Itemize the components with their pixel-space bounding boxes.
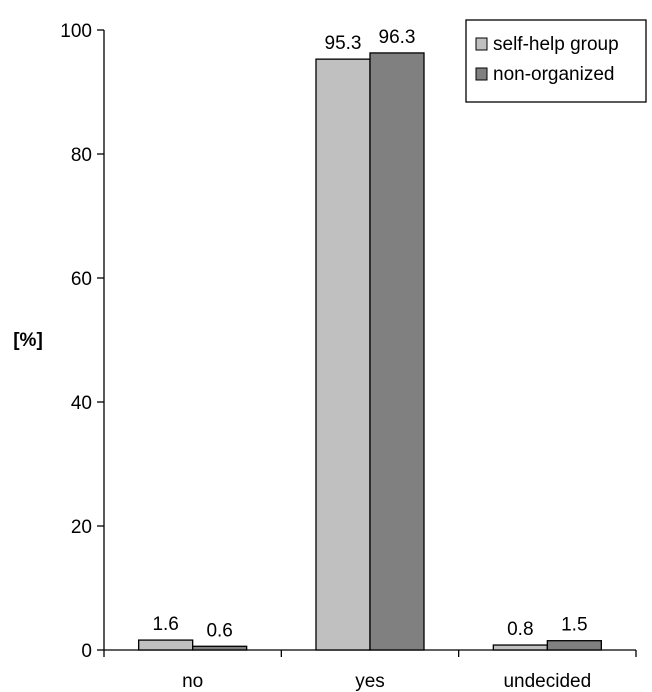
y-tick-label: 60 — [71, 269, 92, 290]
x-category-label: yes — [355, 671, 385, 692]
bar — [369, 52, 425, 651]
bar — [492, 644, 548, 651]
value-labels: 1.6 0.6 95.3 96.3 0.8 1.5 — [152, 27, 587, 641]
y-tick-label: 40 — [71, 393, 92, 414]
bar-value-label: 0.8 — [507, 619, 533, 640]
legend-label: non-organized — [493, 64, 614, 85]
y-axis: 0 20 40 60 80 100 — [60, 21, 105, 662]
bars — [138, 52, 602, 651]
bar-value-label: 0.6 — [206, 620, 232, 641]
bar — [315, 58, 371, 651]
y-axis-label: [%] — [13, 330, 43, 351]
bar — [192, 645, 248, 651]
bar — [138, 639, 194, 651]
y-tick-label: 0 — [81, 641, 92, 662]
legend-swatch — [475, 37, 488, 51]
x-category-label: no — [182, 671, 203, 692]
legend-swatch — [475, 67, 488, 81]
bar-value-label: 95.3 — [325, 33, 362, 54]
y-tick-label: 20 — [71, 517, 92, 538]
x-category-label: undecided — [503, 671, 591, 692]
bar-value-label: 1.6 — [152, 614, 178, 635]
y-tick-label: 80 — [71, 145, 92, 166]
legend-label: self-help group — [493, 34, 619, 55]
y-tick-label: 100 — [60, 21, 92, 42]
bar-value-label: 96.3 — [379, 27, 416, 48]
x-axis: no yes undecided — [103, 649, 637, 692]
legend: self-help group non-organized — [465, 19, 647, 103]
bar-value-label: 1.5 — [561, 615, 587, 636]
legend-box — [465, 19, 647, 103]
bar — [546, 640, 602, 651]
